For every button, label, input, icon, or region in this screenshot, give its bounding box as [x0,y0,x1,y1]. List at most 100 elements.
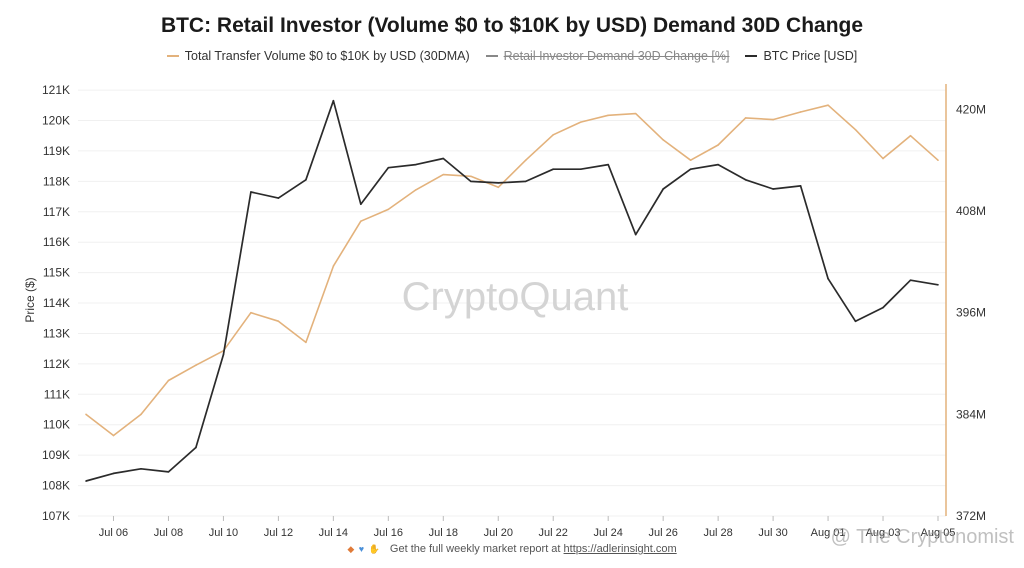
y-axis-label-left: Price ($) [23,277,37,322]
legend-swatch-volume [166,55,179,57]
point-volume [579,121,582,123]
y-tick-left: 113K [43,326,70,340]
footer-icons: ◆ ♥ ✋ [347,544,381,554]
x-tick-label: Jul 30 [758,527,787,539]
point-volume [524,159,527,162]
y-tick-right: 396M [956,306,986,320]
footer: ◆ ♥ ✋ Get the full weekly market report … [0,543,1024,555]
point-btc-price [634,233,637,236]
x-tick-label: Aug 01 [811,527,846,539]
legend-swatch-btc-price [745,55,758,57]
point-btc-price [167,471,170,473]
series-line-btc-price[interactable] [85,99,939,482]
point-btc-price [744,179,747,181]
y-tick-left: 111K [44,387,70,401]
point-volume [85,413,87,416]
point-btc-price [277,197,280,199]
y-tick-right: 372M [956,509,986,523]
point-volume [882,157,884,160]
legend-label-volume: Total Transfer Volume $0 to $10K by USD … [184,49,470,63]
point-volume [717,144,719,146]
point-btc-price [442,157,445,160]
point-volume [827,104,829,106]
point-btc-price [717,163,719,166]
footer-link[interactable]: https://adlerinsight.com [563,543,677,555]
y-tick-left: 110K [43,418,70,432]
point-btc-price [112,472,115,475]
series-layer [85,99,939,482]
axes: 107K 108K 109K 110K 111K 112K 113K 114K 115K 116K… [42,83,986,539]
point-btc-price [662,188,664,190]
point-btc-price [222,353,225,356]
credit-watermark: @ The Cryptonomist [830,526,1014,548]
x-tick-label: Jul 24 [594,527,623,539]
point-btc-price [469,180,472,183]
y-tick-left: 115K [43,266,70,280]
legend-label-demand: Retail Investor Demand 30D Change [%] [503,49,730,63]
x-tick-label: Jul 10 [209,527,238,539]
y-tick-left: 116K [43,235,70,249]
point-btc-price [882,306,884,309]
point-volume [799,111,802,113]
point-btc-price [332,99,335,102]
point-btc-price [85,480,87,482]
footer-text: Get the full weekly market report at [389,543,564,555]
y-tick-left: 121K [42,83,70,97]
x-tick-label: Jul 08 [154,527,183,539]
point-btc-price [827,277,829,280]
y-tick-right: 420M [956,102,986,116]
y-tick-left: 117K [43,205,70,219]
point-volume [415,189,417,191]
point-volume [469,175,472,178]
point-btc-price [579,168,582,170]
point-btc-price [854,320,857,323]
y-tick-left: 114K [43,296,70,310]
x-tick-label: Aug 05 [921,527,956,539]
x-tick-label: Aug 03 [866,527,901,539]
point-volume [167,379,170,382]
point-btc-price [937,283,939,286]
x-tick-label: Jul 06 [99,527,128,539]
series-line-volume[interactable] [85,104,939,437]
y-tick-left: 107K [42,509,70,523]
legend-label-btc-price: BTC Price [USD] [763,49,858,63]
x-tick-label: Jul 14 [319,527,348,539]
point-volume [937,159,939,162]
point-btc-price [387,166,390,169]
point-volume [909,134,912,137]
y-tick-right: 408M [956,204,986,218]
point-volume [854,128,857,131]
point-volume [332,265,335,267]
point-btc-price [607,163,609,166]
y-tick-left: 120K [42,114,70,128]
point-btc-price [689,168,692,170]
point-volume [634,112,637,115]
y-tick-left: 118K [43,174,70,188]
legend-item-demand[interactable]: Retail Investor Demand 30D Change [%] [485,49,730,63]
point-volume [689,159,692,162]
point-volume [112,434,115,437]
point-btc-price [250,191,252,193]
point-btc-price [497,182,500,184]
legend-item-btc-price[interactable]: BTC Price [USD] [745,49,857,63]
y-tick-right: 384M [956,407,986,421]
chart-watermark: CryptoQuant [402,275,629,319]
y-tick-left: 108K [42,479,70,493]
point-volume [552,134,555,136]
point-btc-price [524,180,527,183]
legend-item-volume[interactable]: Total Transfer Volume $0 to $10K by USD … [166,49,470,63]
point-btc-price [305,179,307,181]
y-tick-left: 109K [42,448,70,462]
x-tick-label: Jul 22 [539,527,568,539]
point-volume [387,208,390,211]
x-tick-label: Jul 28 [703,527,732,539]
point-volume [607,114,609,117]
point-btc-price [360,203,362,205]
y-tick-left: 112K [43,357,70,371]
point-volume [772,118,774,121]
point-btc-price [552,168,555,170]
chart-title: BTC: Retail Investor (Volume $0 to $10K … [160,14,864,37]
point-volume [140,413,142,416]
point-volume [744,117,747,119]
